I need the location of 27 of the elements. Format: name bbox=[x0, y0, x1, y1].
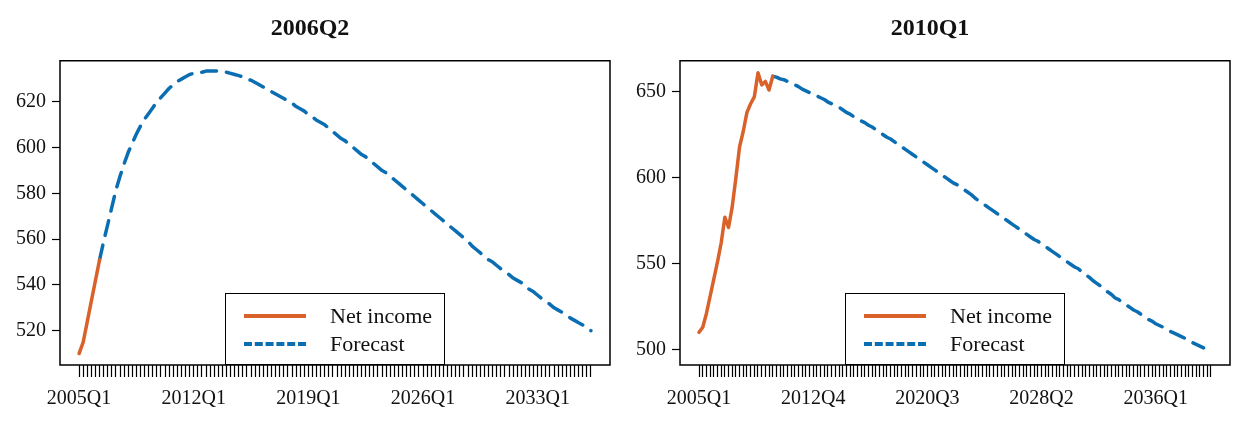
legend-label: Net income bbox=[950, 303, 1053, 329]
legend-label: Forecast bbox=[330, 331, 405, 357]
y-tick-label: 560 bbox=[16, 226, 46, 249]
x-tick-label: 2020Q3 bbox=[895, 386, 960, 409]
y-tick-label: 650 bbox=[636, 78, 666, 101]
y-tick-label: 540 bbox=[16, 272, 46, 295]
x-tick-label: 2036Q1 bbox=[1123, 386, 1188, 409]
chart-title: 2010Q1 bbox=[890, 13, 970, 40]
x-tick-label: 2012Q4 bbox=[781, 386, 846, 409]
x-tick-label: 2005Q1 bbox=[46, 386, 112, 409]
x-tick-label: 2028Q2 bbox=[1009, 386, 1074, 409]
legend-label: Forecast bbox=[950, 331, 1025, 357]
legend-label: Net income bbox=[330, 303, 433, 329]
y-tick-label: 600 bbox=[16, 134, 46, 157]
chart-title: 2006Q2 bbox=[270, 13, 350, 40]
line-series bbox=[97, 69, 593, 333]
x-tick-label: 2019Q1 bbox=[276, 386, 341, 409]
y-tick-label: 620 bbox=[16, 89, 46, 112]
y-tick-label: 600 bbox=[636, 164, 666, 187]
x-tick-label: 2012Q1 bbox=[161, 386, 226, 409]
y-tick-label: 580 bbox=[16, 180, 46, 203]
x-tick-label: 2005Q1 bbox=[666, 386, 732, 409]
x-tick-label: 2033Q1 bbox=[505, 386, 570, 409]
y-tick-label: 500 bbox=[636, 336, 666, 359]
x-tick-label: 2026Q1 bbox=[390, 386, 456, 409]
y-tick-label: 550 bbox=[636, 250, 666, 273]
y-tick-label: 520 bbox=[16, 317, 46, 340]
